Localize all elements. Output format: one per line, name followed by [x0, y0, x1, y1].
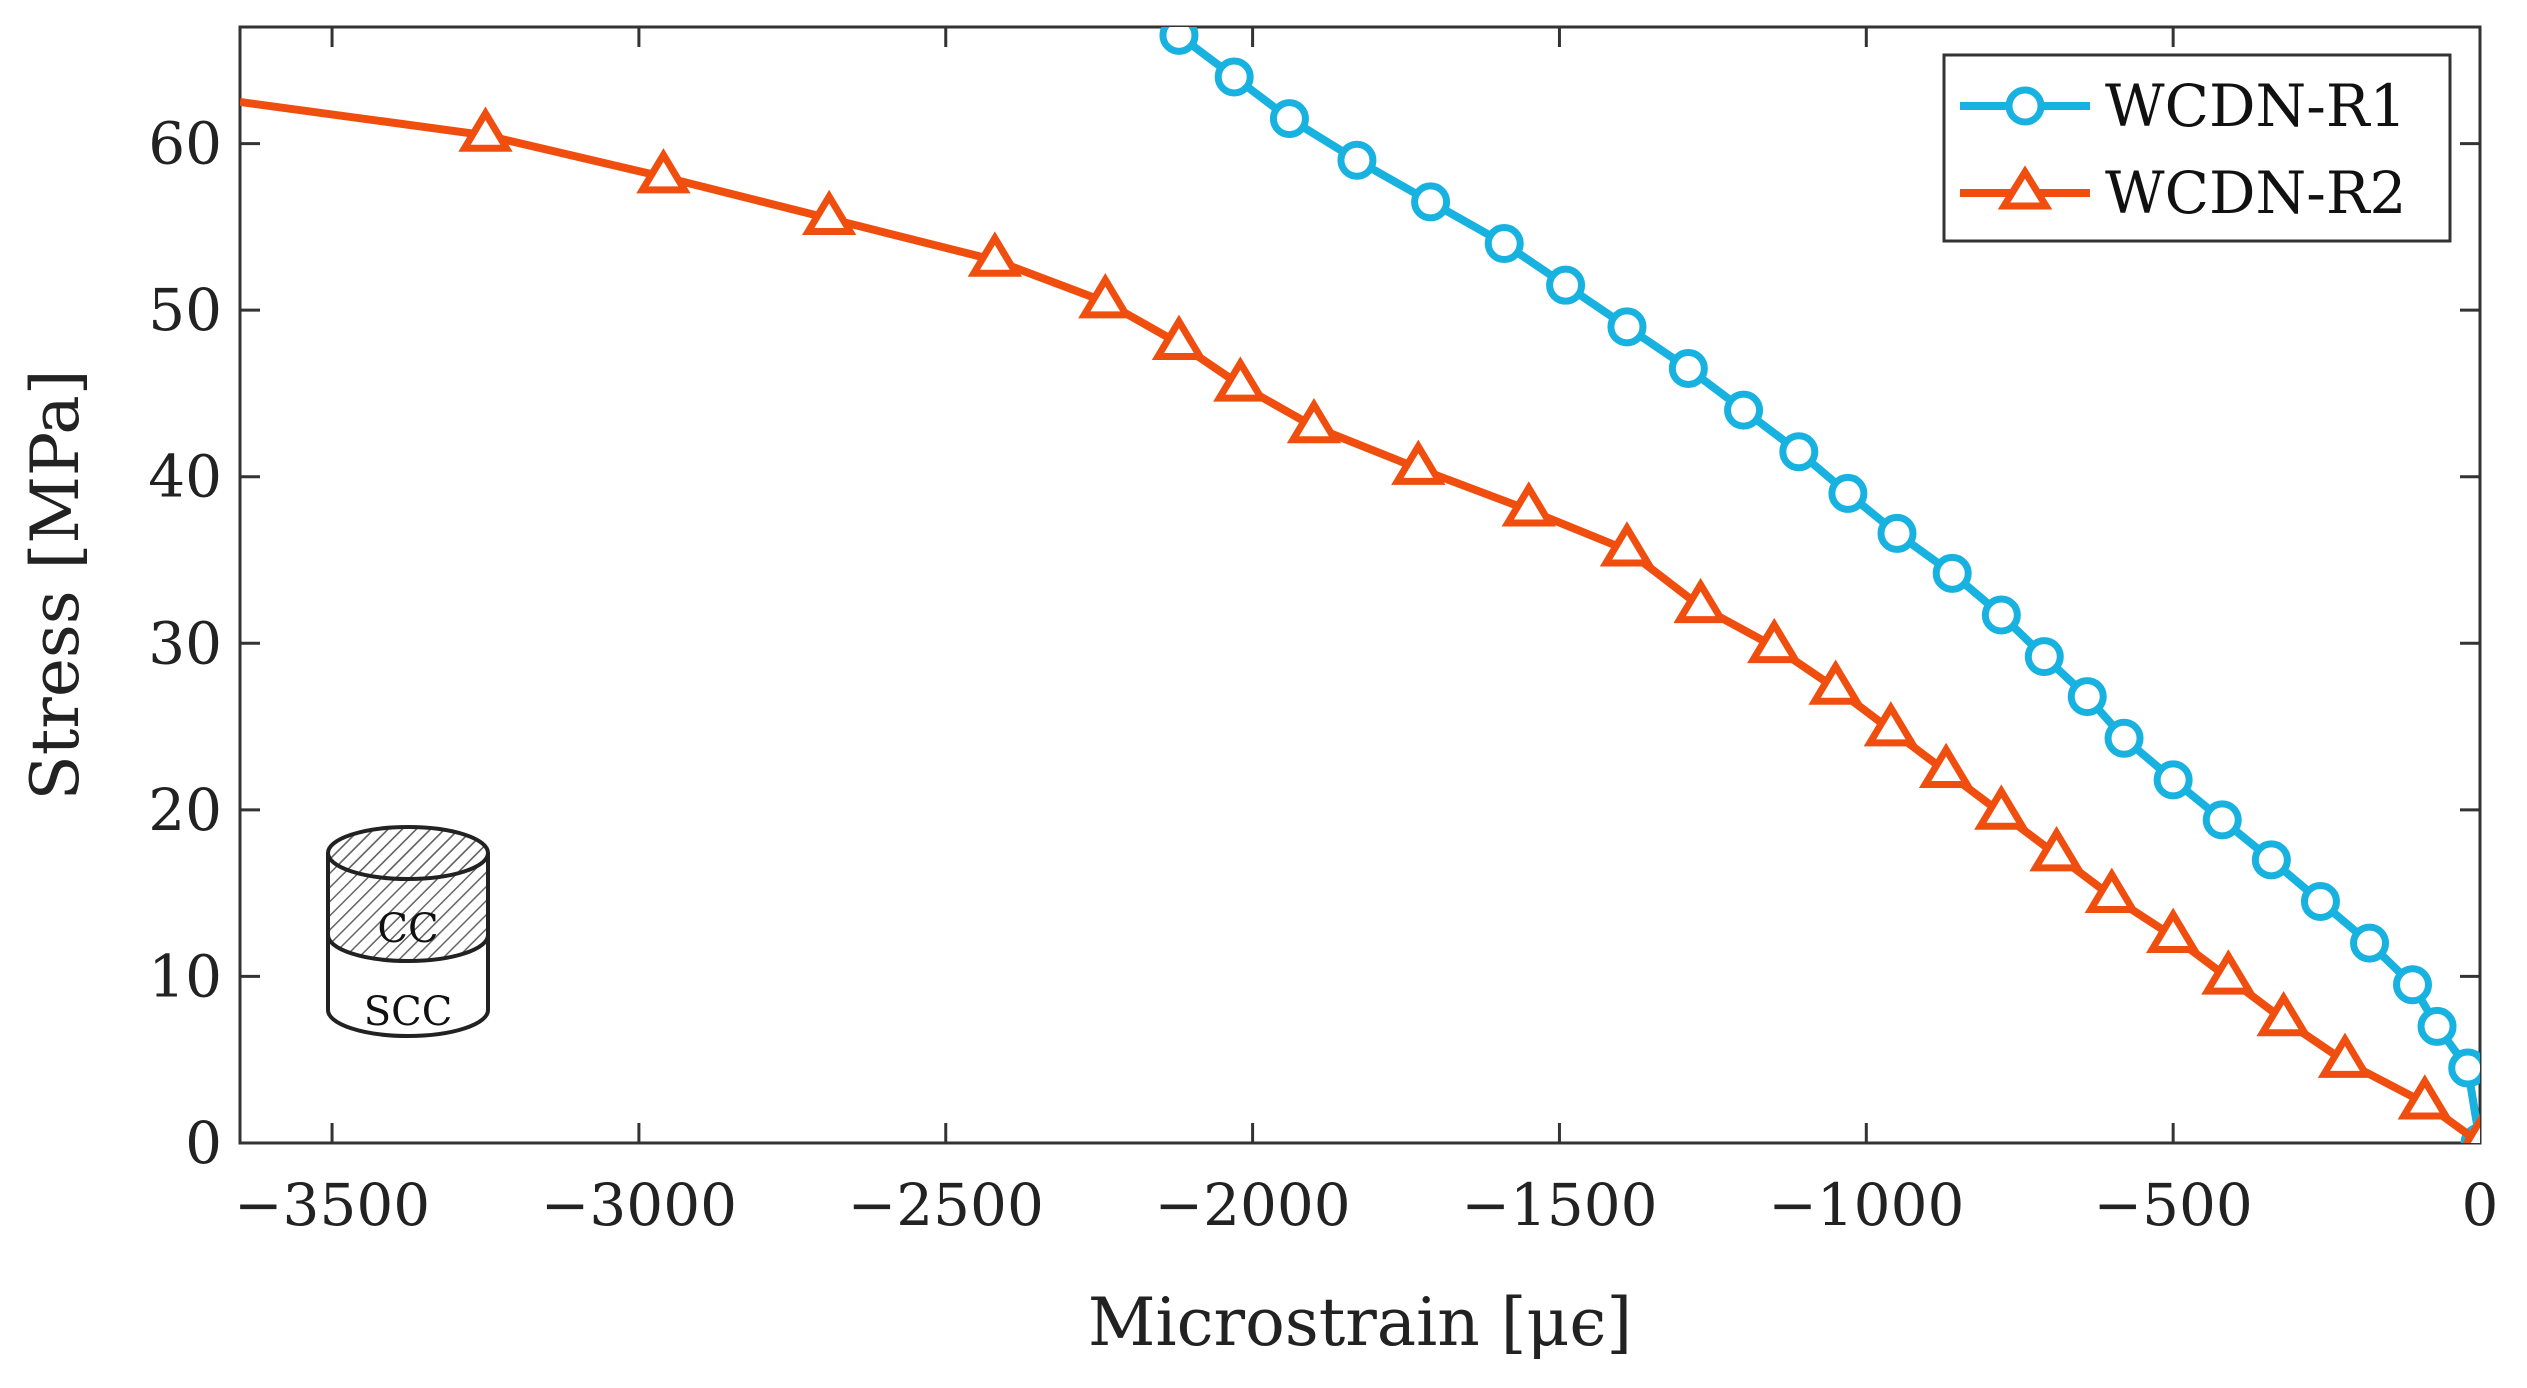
legend-box [1942, 53, 2452, 243]
data-point-wcdn-r1 [1779, 432, 1819, 472]
legend-label-r2: WCDN-R2 [2105, 159, 2406, 227]
y-tick-label: 10 [148, 942, 222, 1010]
data-point-wcdn-r2 [2084, 867, 2139, 913]
data-point-wcdn-r2 [2397, 1074, 2452, 1120]
data-point-wcdn-r1 [2251, 840, 2291, 880]
data-point-wcdn-r2 [1808, 659, 1863, 705]
data-point-wcdn-r2 [1391, 439, 1446, 485]
cylinder-top [326, 825, 490, 881]
y-tick-label: 30 [148, 609, 222, 677]
data-point-wcdn-r2 [2317, 1032, 2373, 1078]
data-point-wcdn-r2 [636, 148, 691, 194]
x-tick-label: −3000 [541, 1171, 737, 1239]
data-point-wcdn-r1 [1932, 553, 1972, 593]
x-tick-label: −2000 [1155, 1171, 1351, 1239]
data-point-wcdn-r1 [2202, 800, 2242, 840]
data-point-wcdn-r1 [1214, 57, 1254, 97]
specimen-cylinder-icon: CC SCC [326, 825, 490, 1038]
data-point-wcdn-r2 [2029, 826, 2084, 872]
data-point-wcdn-r2 [1501, 481, 1556, 527]
legend: WCDN-R1 WCDN-R2 [1942, 53, 2452, 243]
data-point-wcdn-r1 [2104, 718, 2144, 758]
data-point-wcdn-r1 [1411, 182, 1451, 222]
data-point-wcdn-r1 [2024, 637, 2064, 677]
x-tick-label: −2500 [848, 1171, 1044, 1239]
legend-marker-r2 [1997, 165, 2053, 210]
data-point-wcdn-r2 [801, 189, 857, 236]
data-point-wcdn-r1 [1724, 390, 1764, 430]
data-point-wcdn-r2 [1151, 314, 1207, 360]
data-point-wcdn-r1 [2392, 965, 2432, 1005]
y-axis-title: Stress [MPa] [17, 370, 94, 801]
data-point-wcdn-r2 [1918, 742, 1974, 789]
legend-marker-r1 [2005, 86, 2045, 126]
data-point-wcdn-r2 [2462, 1114, 2480, 1143]
data-point-wcdn-r1 [2153, 760, 2193, 800]
data-point-wcdn-r2 [2256, 990, 2311, 1037]
data-point-wcdn-r2 [2201, 949, 2256, 995]
y-tick-label: 50 [148, 276, 222, 344]
data-point-wcdn-r1 [1828, 473, 1868, 513]
data-point-wcdn-r1 [2417, 1006, 2457, 1046]
data-point-wcdn-r2 [2145, 907, 2201, 953]
data-point-wcdn-r1 [2300, 881, 2340, 921]
cylinder-top-label: CC [377, 906, 438, 952]
data-point-wcdn-r1 [1546, 265, 1586, 305]
data-point-wcdn-r1 [1159, 27, 1199, 55]
series-layer [240, 27, 2480, 1143]
x-tick-label: −3500 [234, 1171, 430, 1239]
x-tick-label: 0 [2462, 1171, 2499, 1239]
cylinder-bottom-label: SCC [364, 989, 453, 1035]
y-tick-label: 40 [148, 443, 222, 511]
data-point-wcdn-r1 [2448, 1048, 2480, 1088]
data-point-wcdn-r2 [1213, 356, 1268, 402]
data-point-wcdn-r1 [1877, 513, 1917, 553]
y-tick-label: 0 [185, 1109, 222, 1177]
data-point-wcdn-r1 [2350, 923, 2390, 963]
data-point-wcdn-r2 [1286, 397, 1342, 444]
x-tick-label: −500 [2093, 1171, 2252, 1239]
data-point-wcdn-r2 [1863, 701, 1919, 747]
cylinder-layer-divider [326, 934, 490, 963]
legend-label-r1: WCDN-R1 [2105, 72, 2406, 140]
data-point-wcdn-r2 [1673, 577, 1728, 624]
x-tick-label: −1500 [1461, 1171, 1657, 1239]
data-point-wcdn-r2 [1599, 521, 1655, 567]
data-point-wcdn-r1 [1981, 595, 2021, 635]
x-tick-label: −1000 [1768, 1171, 1964, 1239]
y-tick-label: 60 [148, 110, 222, 178]
data-point-wcdn-r1 [1668, 348, 1708, 388]
data-point-wcdn-r2 [1078, 273, 1133, 319]
data-point-wcdn-r2 [1974, 784, 2029, 830]
data-point-wcdn-r1 [1337, 140, 1377, 180]
y-tick-label: 20 [148, 776, 222, 844]
data-point-wcdn-r2 [1747, 617, 1802, 664]
data-point-wcdn-r2 [458, 106, 513, 152]
x-axis-title: Microstrain [μϵ] [1088, 1284, 1632, 1361]
data-point-wcdn-r1 [1607, 307, 1647, 347]
data-point-wcdn-r2 [967, 231, 1023, 277]
data-point-wcdn-r1 [1269, 99, 1309, 139]
data-point-wcdn-r1 [2067, 677, 2107, 717]
data-point-wcdn-r1 [1484, 224, 1524, 264]
y-axis-ticks: 0 10 20 30 40 50 60 [148, 110, 2480, 1177]
x-axis-ticks: −3500 −3000 −2500 −2000 −1500 −1000 −500 0 [234, 27, 2499, 1239]
